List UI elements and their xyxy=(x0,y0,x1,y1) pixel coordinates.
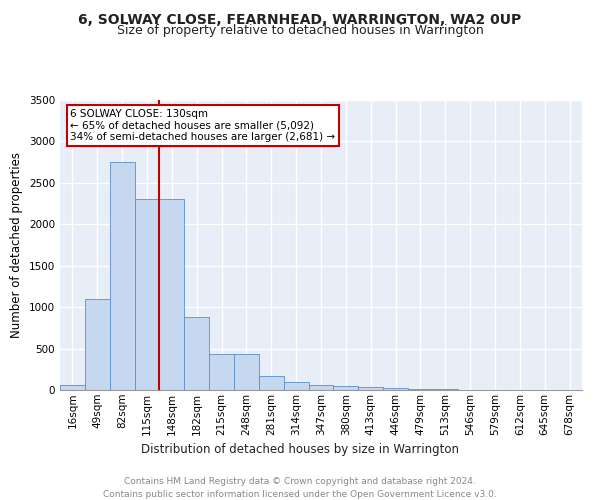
Text: Distribution of detached houses by size in Warrington: Distribution of detached houses by size … xyxy=(141,442,459,456)
Text: Contains public sector information licensed under the Open Government Licence v3: Contains public sector information licen… xyxy=(103,490,497,499)
Bar xyxy=(308,386,334,390)
Bar xyxy=(234,354,259,390)
Bar xyxy=(334,386,358,390)
Bar xyxy=(110,162,134,390)
Text: 6 SOLWAY CLOSE: 130sqm
← 65% of detached houses are smaller (5,092)
34% of semi-: 6 SOLWAY CLOSE: 130sqm ← 65% of detached… xyxy=(70,108,335,142)
Y-axis label: Number of detached properties: Number of detached properties xyxy=(10,152,23,338)
Bar xyxy=(184,317,209,390)
Text: 6, SOLWAY CLOSE, FEARNHEAD, WARRINGTON, WA2 0UP: 6, SOLWAY CLOSE, FEARNHEAD, WARRINGTON, … xyxy=(79,12,521,26)
Bar xyxy=(284,382,308,390)
Bar xyxy=(134,200,160,390)
Bar xyxy=(383,388,408,390)
Bar xyxy=(259,376,284,390)
Bar xyxy=(60,386,85,390)
Text: Contains HM Land Registry data © Crown copyright and database right 2024.: Contains HM Land Registry data © Crown c… xyxy=(124,478,476,486)
Bar xyxy=(209,354,234,390)
Text: Size of property relative to detached houses in Warrington: Size of property relative to detached ho… xyxy=(116,24,484,37)
Bar xyxy=(85,299,110,390)
Bar xyxy=(160,200,184,390)
Bar xyxy=(358,387,383,390)
